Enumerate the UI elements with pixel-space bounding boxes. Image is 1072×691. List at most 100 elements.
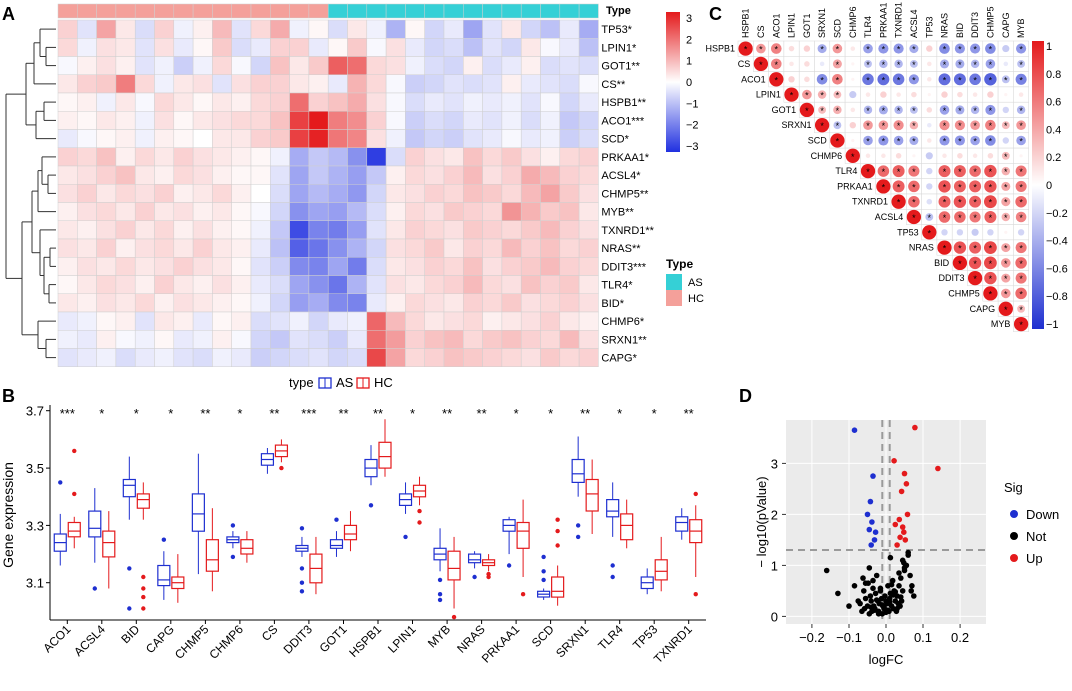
heatmap-row-label: CAPG* [601, 353, 637, 365]
heatmap-cell [270, 202, 290, 221]
heatmap-cell [57, 74, 78, 94]
correlation-significance: * [897, 182, 901, 192]
correlation-circle [1016, 105, 1026, 115]
heatmap-cell [289, 147, 310, 167]
heatmap-cell [192, 74, 213, 94]
heatmap-cell [327, 257, 348, 276]
heatmap-cell [385, 165, 406, 185]
heatmap-cell [540, 348, 561, 367]
heatmap-cell [77, 311, 97, 331]
correlation-circle [967, 270, 983, 286]
heatmap-cell [115, 56, 136, 75]
heatmap-cell [482, 56, 503, 75]
correlation-row-label: GOT1 [772, 105, 797, 115]
correlation-column-label: HSPB1 [741, 8, 751, 38]
correlation-row-label: NRAS [909, 243, 934, 253]
heatmap-cell [308, 56, 329, 75]
volcano-point-not [860, 575, 866, 581]
volcano-point-not [866, 565, 873, 571]
heatmap-cell [463, 129, 483, 148]
correlation-circle [1019, 154, 1023, 158]
heatmap-cell [192, 129, 213, 148]
heatmap-cell [308, 184, 329, 203]
correlation-significance: * [1019, 259, 1023, 269]
correlation-circle [788, 45, 795, 52]
correlation-colorbar-tick: −1 [1046, 319, 1059, 331]
heatmap-cell [385, 92, 406, 112]
correlation-circle [850, 46, 856, 51]
heatmap-cell [96, 74, 117, 94]
correlation-circle [957, 153, 963, 159]
heatmap-colorbar-tick: 3 [686, 13, 692, 25]
heatmap-cell [57, 129, 78, 148]
heatmap-cell [173, 330, 194, 349]
heatmap-cell [212, 257, 232, 276]
correlation-significance: * [943, 60, 947, 70]
correlation-column-label: LPIN1 [787, 13, 797, 38]
correlation-column-label: BID [955, 22, 965, 38]
heatmap-row-label: GOT1** [601, 61, 640, 73]
heatmap-cell [289, 220, 310, 240]
correlation-circle [954, 120, 965, 131]
heatmap-cell [405, 238, 425, 258]
correlation-circle [894, 59, 903, 69]
heatmap-cell [231, 238, 252, 258]
correlation-circle [925, 152, 933, 160]
correlation-circle [1015, 73, 1027, 85]
boxplot-x-tick-label: BID [118, 622, 142, 646]
heatmap-cell [250, 184, 271, 203]
heatmap-row-label: CHMP6* [601, 316, 645, 328]
heatmap-cell [366, 202, 387, 221]
heatmap-cell [212, 184, 232, 203]
correlation-row-label: CS [738, 59, 751, 69]
boxplot-x-tick-label: SCD [529, 622, 557, 650]
annotation-cell-as [327, 3, 348, 19]
heatmap-cell [96, 165, 117, 185]
heatmap-cell [327, 293, 348, 313]
annotation-cell-hc [173, 3, 194, 19]
heatmap-cell [231, 311, 252, 331]
correlation-column-label: SCD [832, 18, 842, 38]
heatmap-cell [57, 19, 78, 39]
heatmap-cell [366, 275, 387, 294]
correlation-circle [969, 180, 982, 193]
correlation-row-label: PRKAA1 [837, 181, 873, 191]
heatmap-cell [289, 202, 310, 221]
heatmap-cell [115, 74, 136, 94]
box-as [191, 493, 205, 532]
heatmap-cell [289, 184, 310, 203]
box-hc [551, 576, 565, 598]
volcano-point-not [870, 585, 876, 592]
correlation-circle [926, 107, 933, 113]
heatmap-cell [405, 220, 425, 240]
correlation-circle [1015, 180, 1027, 192]
heatmap-cell [327, 238, 348, 258]
heatmap-cell [308, 202, 329, 221]
correlation-circle [985, 135, 996, 146]
heatmap-cell [212, 311, 232, 331]
heatmap-cell [540, 38, 561, 57]
heatmap-cell [173, 38, 194, 57]
correlation-colorbar-tick: −0.8 [1046, 291, 1068, 303]
correlation-significance: * [1019, 320, 1023, 330]
heatmap-cell [154, 111, 175, 130]
heatmap-cell [520, 38, 541, 57]
correlation-circle [970, 105, 980, 115]
correlation-circle [970, 59, 980, 69]
correlation-significance: * [1004, 305, 1008, 315]
boxplot-x-tick-label: TP53 [630, 622, 660, 652]
correlation-significance: * [973, 259, 977, 269]
correlation-circle [804, 61, 810, 67]
heatmap-cell [270, 92, 290, 112]
heatmap-cell [270, 56, 290, 75]
heatmap-cell [385, 220, 406, 240]
heatmap-cell [463, 348, 483, 367]
box-outlier-hc [555, 528, 560, 534]
heatmap-cell [482, 147, 503, 167]
correlation-circle [819, 61, 825, 67]
heatmap-cell [115, 202, 136, 221]
volcano-point-up [901, 470, 908, 477]
heatmap-cell [192, 92, 213, 112]
heatmap-cell [501, 111, 522, 130]
